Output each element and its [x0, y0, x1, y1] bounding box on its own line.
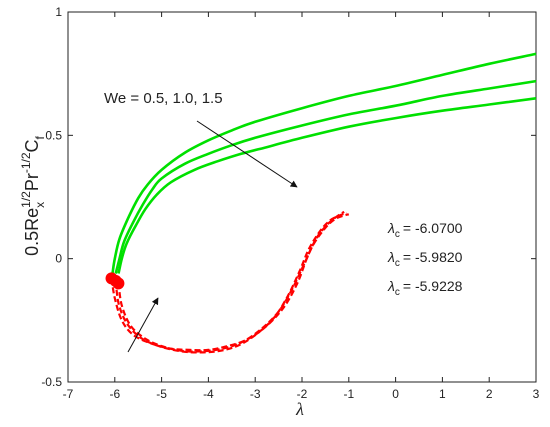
- lower-branch-line-5: [117, 213, 350, 353]
- we-label: We = 0.5, 1.0, 1.5: [104, 90, 223, 107]
- x-tick-label: 0: [392, 387, 399, 401]
- lambda-c-label-2: λc = -5.9820: [387, 249, 463, 269]
- series-layer: [110, 52, 537, 354]
- lower-branch-line-4: [114, 211, 347, 354]
- x-tick-label: -2: [297, 387, 308, 401]
- y-axis-label: 0.5Rex1/2Pr-1/2Cf: [19, 135, 47, 255]
- x-tick-label: 1: [439, 387, 446, 401]
- x-tick-label: -3: [250, 387, 261, 401]
- lower-branch-line-3: [110, 210, 345, 352]
- x-axis-label: λ: [295, 399, 304, 419]
- x-tick-label: -4: [203, 387, 214, 401]
- we-arrow-upper: [196, 120, 298, 188]
- y-tick-label: -0.5: [41, 375, 62, 389]
- y-tick-label: 0: [55, 252, 62, 266]
- y-tick-label: 0.5: [45, 128, 62, 142]
- x-tick-label: 3: [533, 387, 540, 401]
- upper-branch-line-1: [111, 52, 537, 274]
- upper-branch-line-0: [114, 79, 537, 274]
- lambda-c-label-1: λc = -6.0700: [387, 220, 463, 240]
- we-arrow-lower: [127, 297, 159, 353]
- x-tick-label: 2: [486, 387, 493, 401]
- upper-branch-line-2: [117, 97, 537, 274]
- lambda-c-label-3: λc = -5.9228: [387, 278, 463, 298]
- ticks-layer: -7 -6 -5 -4 -3 -2 -1 0 1 2 3 -0.5 0 0.5 1: [41, 5, 539, 401]
- x-tick-label: -1: [343, 387, 354, 401]
- x-tick-label: -5: [156, 387, 167, 401]
- x-tick-label: -7: [63, 387, 74, 401]
- critical-points-layer: [105, 272, 125, 290]
- x-tick-label: -6: [109, 387, 120, 401]
- critical-point-2: [112, 277, 125, 290]
- y-tick-label: 1: [55, 5, 62, 19]
